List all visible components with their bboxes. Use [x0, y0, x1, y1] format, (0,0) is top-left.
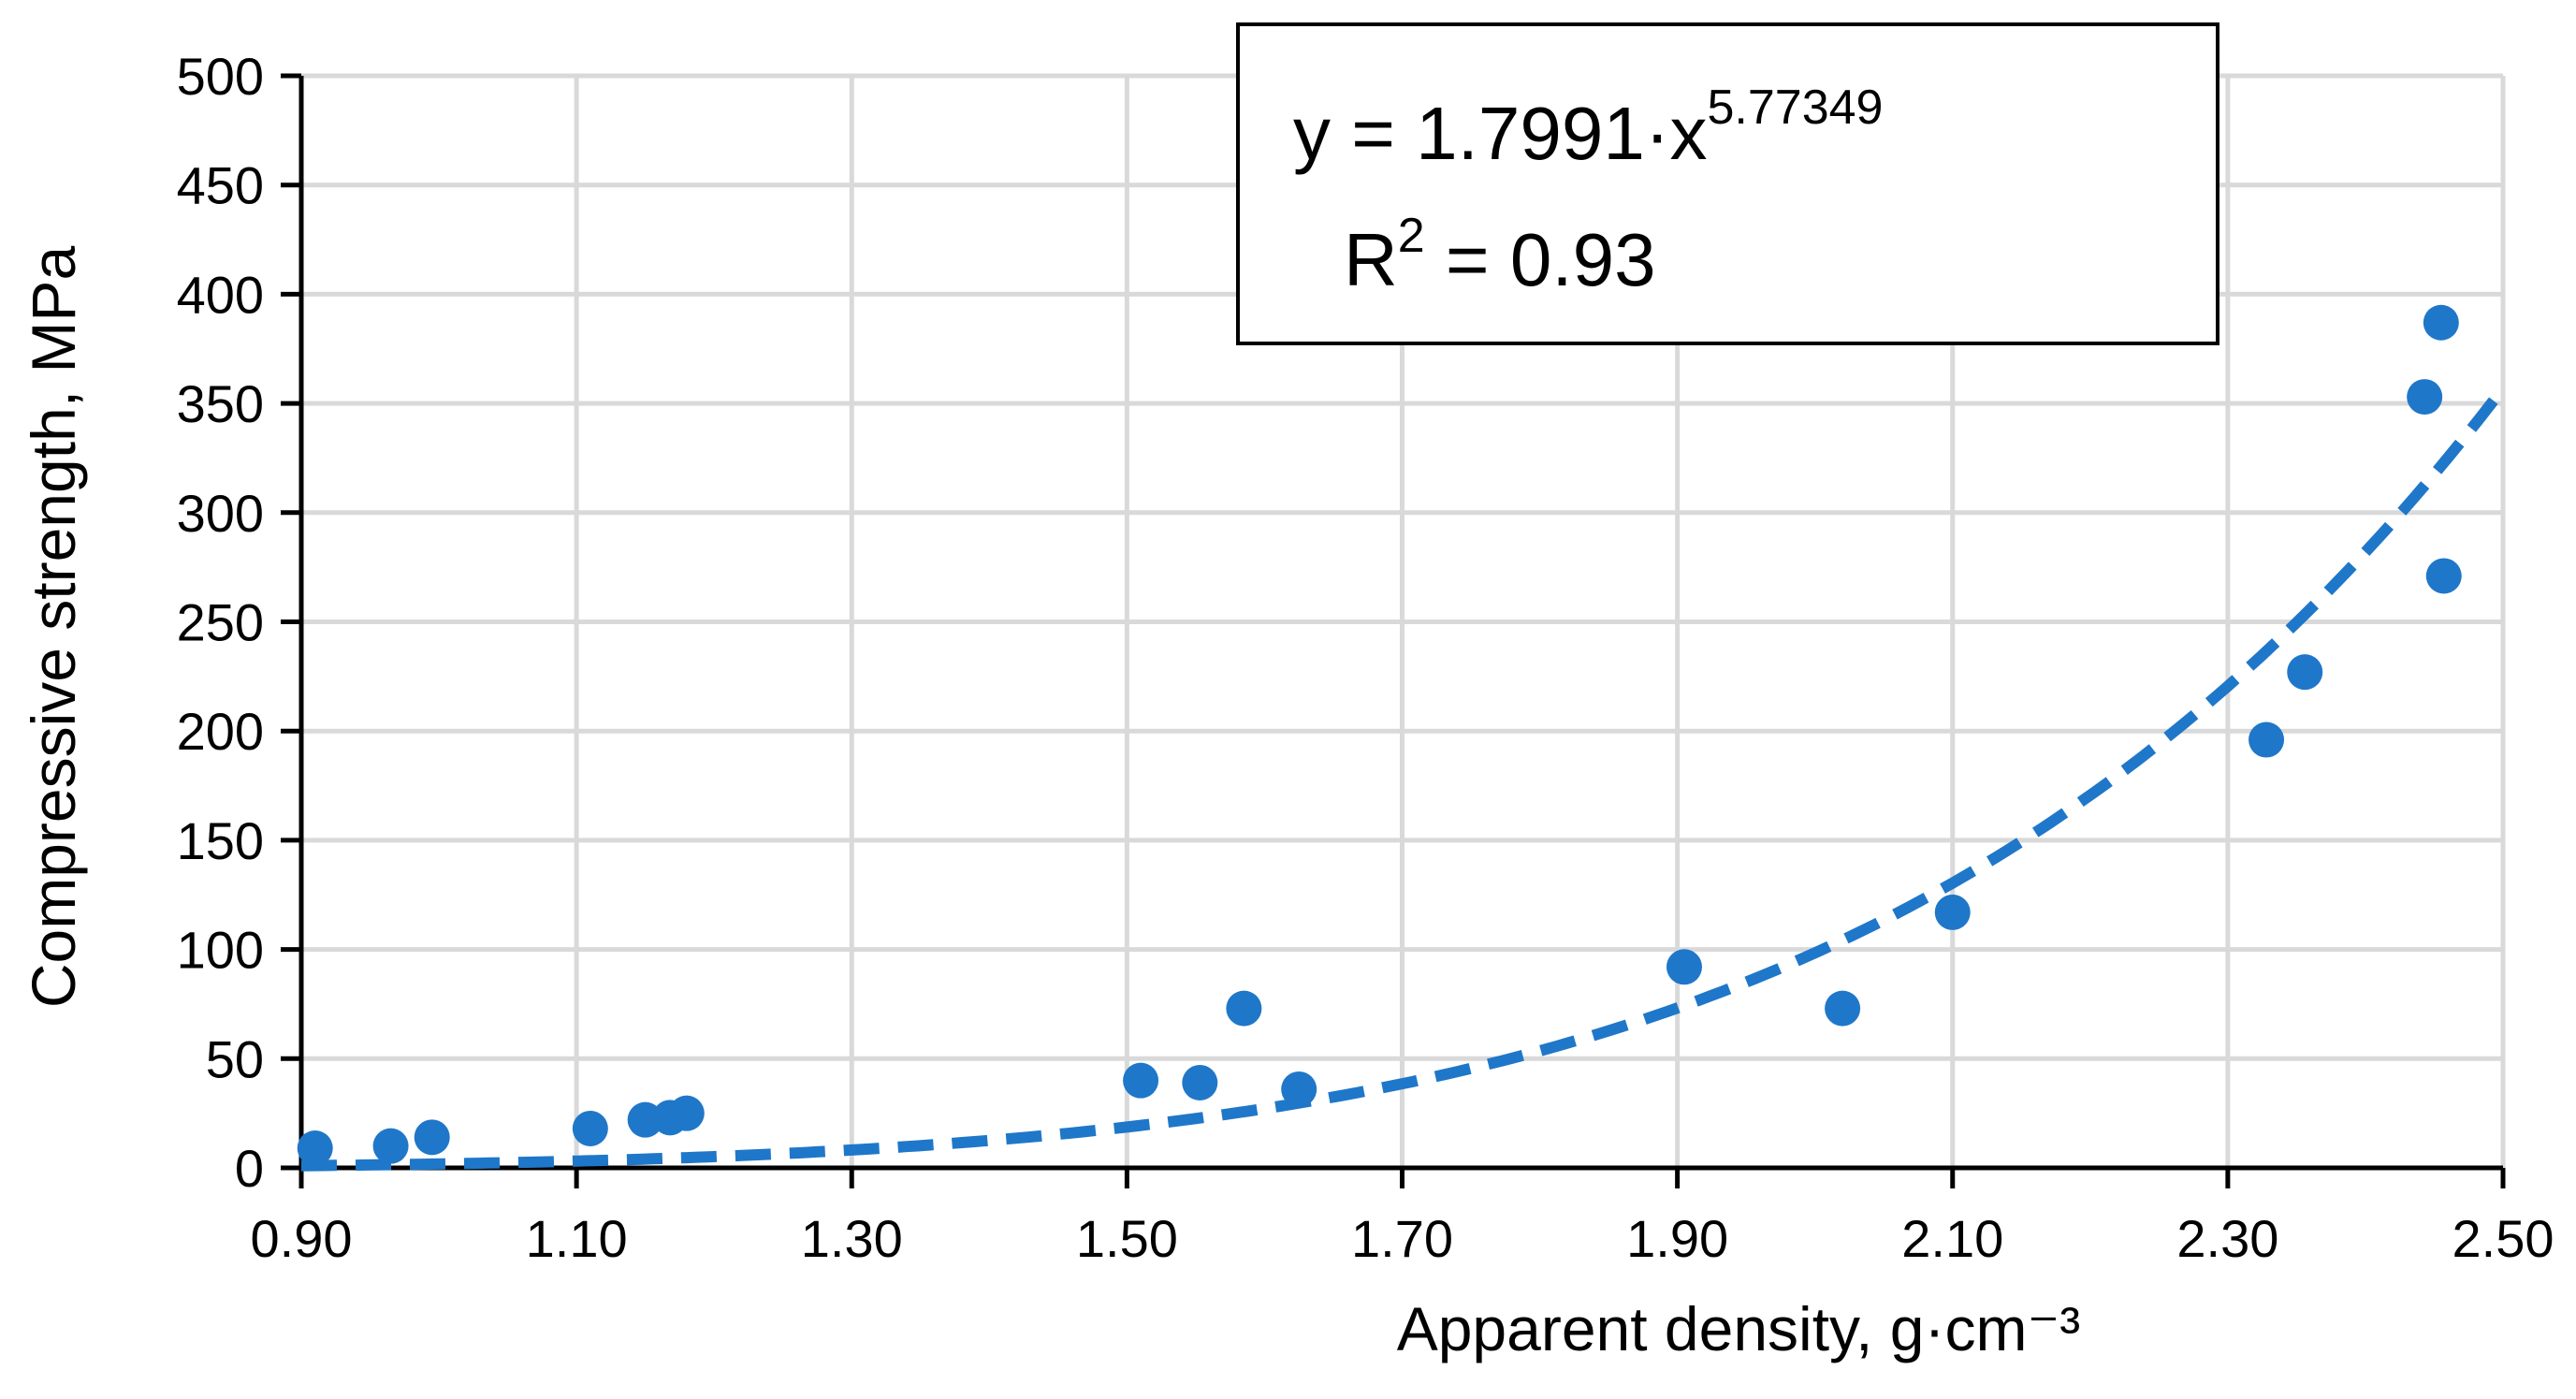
data-point [1226, 990, 1262, 1027]
x-tick-label: 2.50 [2452, 1209, 2554, 1268]
x-axis-title: Apparent density, g·cm⁻³ [1397, 1294, 2081, 1363]
x-tick-label: 1.10 [526, 1209, 628, 1268]
data-point [414, 1119, 450, 1156]
data-point [1182, 1064, 1218, 1100]
equation-box: y = 1.7991·x5.77349 R2 = 0.93 [1236, 22, 2219, 345]
y-tick-label: 400 [177, 265, 264, 324]
r-squared: R2 = 0.93 [1344, 209, 1656, 301]
data-point [2423, 304, 2459, 341]
y-tick-label: 450 [177, 156, 264, 215]
data-point [2249, 721, 2285, 758]
data-point [1825, 990, 1861, 1027]
x-tick-label: 2.10 [1901, 1209, 2003, 1268]
data-point [1666, 949, 1702, 985]
x-tick-label: 1.30 [801, 1209, 903, 1268]
data-point [668, 1095, 705, 1131]
data-point [1123, 1062, 1159, 1099]
x-tick-label: 1.70 [1351, 1209, 1453, 1268]
data-point [2425, 558, 2462, 594]
trendline-equation: y = 1.7991·x5.77349 [1293, 80, 1883, 175]
data-point [1281, 1071, 1317, 1107]
y-tick-label: 300 [177, 484, 264, 543]
data-point [2287, 654, 2323, 691]
y-tick-label: 50 [206, 1029, 264, 1088]
axes [281, 73, 2506, 1188]
y-axis-title: Compressive strength, MPa [19, 246, 88, 1009]
y-tick-label: 500 [177, 47, 264, 106]
data-point [1934, 894, 1971, 930]
x-tick-label: 1.50 [1076, 1209, 1178, 1268]
power-trendline [300, 385, 2508, 1172]
x-tick-label: 0.90 [251, 1209, 353, 1268]
x-tick-label: 2.30 [2176, 1209, 2278, 1268]
y-tick-label: 100 [177, 921, 264, 980]
y-tick-label: 250 [177, 593, 264, 652]
data-point [2407, 379, 2443, 415]
y-tick-label: 350 [177, 374, 264, 433]
y-tick-label: 0 [235, 1139, 264, 1198]
data-point [372, 1128, 409, 1164]
data-points [297, 304, 2462, 1166]
data-point [297, 1129, 333, 1166]
y-tick-label: 200 [177, 702, 264, 761]
y-tick-label: 150 [177, 811, 264, 870]
tick-labels: 0.90 1.10 1.30 1.50 1.70 1.90 2.10 2.30 2.50 0 50 1… [177, 47, 2554, 1268]
x-tick-label: 1.90 [1626, 1209, 1728, 1268]
data-point [572, 1110, 608, 1146]
